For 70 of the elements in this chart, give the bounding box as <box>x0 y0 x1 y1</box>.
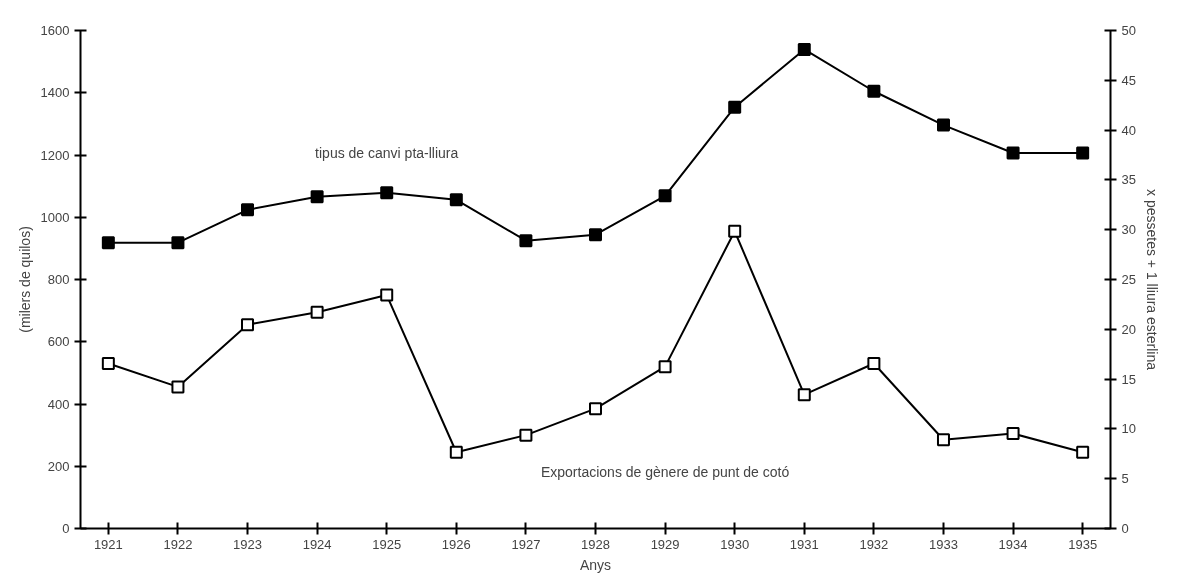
y2-tick-label: 40 <box>1121 122 1136 138</box>
y2-tick-label: 30 <box>1121 222 1136 238</box>
y-tick-label: 800 <box>47 272 70 287</box>
y-tick-label: 1200 <box>40 147 70 163</box>
text: tipus de canvi pta-lliura <box>315 144 459 161</box>
point <box>171 236 185 250</box>
point <box>449 445 463 459</box>
point <box>519 428 533 442</box>
y2-tick-label: 35 <box>1121 172 1136 188</box>
point <box>380 186 394 200</box>
y2-tick-label: 50 <box>1121 23 1136 38</box>
y-tick-label: 1000 <box>40 209 70 225</box>
y2-tick-label: 0 <box>1121 521 1129 536</box>
point <box>171 380 185 394</box>
y-axis-title: (milers de quilos) <box>16 226 33 333</box>
y-tick-label: 400 <box>47 396 70 412</box>
point <box>589 402 602 416</box>
y2-tick-label: 20 <box>1121 321 1136 337</box>
point <box>519 234 533 248</box>
x-tick-label: 1930 <box>720 536 750 552</box>
x-tick-label: 1925 <box>372 536 402 552</box>
x-tick-label: 1922 <box>163 536 193 552</box>
point <box>1006 146 1020 160</box>
point <box>589 228 602 242</box>
x-tick-label: 1933 <box>929 536 958 552</box>
y-tick-label: 200 <box>47 458 70 474</box>
y-tick-label: 1600 <box>40 23 70 38</box>
point <box>658 360 672 374</box>
point <box>1076 445 1090 459</box>
point <box>867 357 881 371</box>
point <box>310 190 324 204</box>
point <box>310 305 324 319</box>
y-tick-label: 600 <box>47 334 70 350</box>
y2-axis-title: x pessetes + 1 lliura esterlina <box>1143 189 1160 371</box>
x-tick-label: 1929 <box>650 536 680 552</box>
y2-tick-label: 10 <box>1121 421 1136 437</box>
point <box>1006 427 1020 441</box>
point <box>728 224 742 238</box>
series-label: Exportacions de gènere de punt de cotó <box>540 463 790 480</box>
point <box>101 357 115 371</box>
point <box>380 288 394 302</box>
y-tick-label: 0 <box>62 521 70 536</box>
y2-tick-label: 5 <box>1121 471 1129 487</box>
point <box>936 118 950 132</box>
x-tick-label: 1926 <box>441 536 471 552</box>
point <box>867 84 881 98</box>
x-tick-label: 1931 <box>789 536 819 552</box>
point <box>241 318 255 332</box>
x-tick-label: 1921 <box>93 536 123 552</box>
point <box>101 236 115 250</box>
point <box>658 189 672 203</box>
point <box>797 388 811 402</box>
x-tick-label: 1934 <box>998 536 1028 552</box>
point <box>728 100 742 114</box>
y2-tick-label: 45 <box>1121 72 1136 88</box>
point <box>241 203 255 217</box>
x-tick-label: 1935 <box>1068 536 1098 552</box>
point <box>936 433 950 447</box>
point <box>449 193 463 207</box>
x-axis-title: Anys <box>579 556 612 573</box>
x-tick-label: 1928 <box>581 536 610 552</box>
x-tick-label: 1932 <box>859 536 889 552</box>
x-tick-label: 1923 <box>233 536 262 552</box>
y-tick-label: 1400 <box>40 85 70 101</box>
y2-tick-label: 25 <box>1121 272 1136 287</box>
x-tick-label: 1927 <box>511 536 541 552</box>
x-tick-label: 1924 <box>302 536 332 552</box>
y2-tick-label: 15 <box>1121 371 1136 387</box>
point <box>797 42 811 56</box>
point <box>1076 146 1090 160</box>
